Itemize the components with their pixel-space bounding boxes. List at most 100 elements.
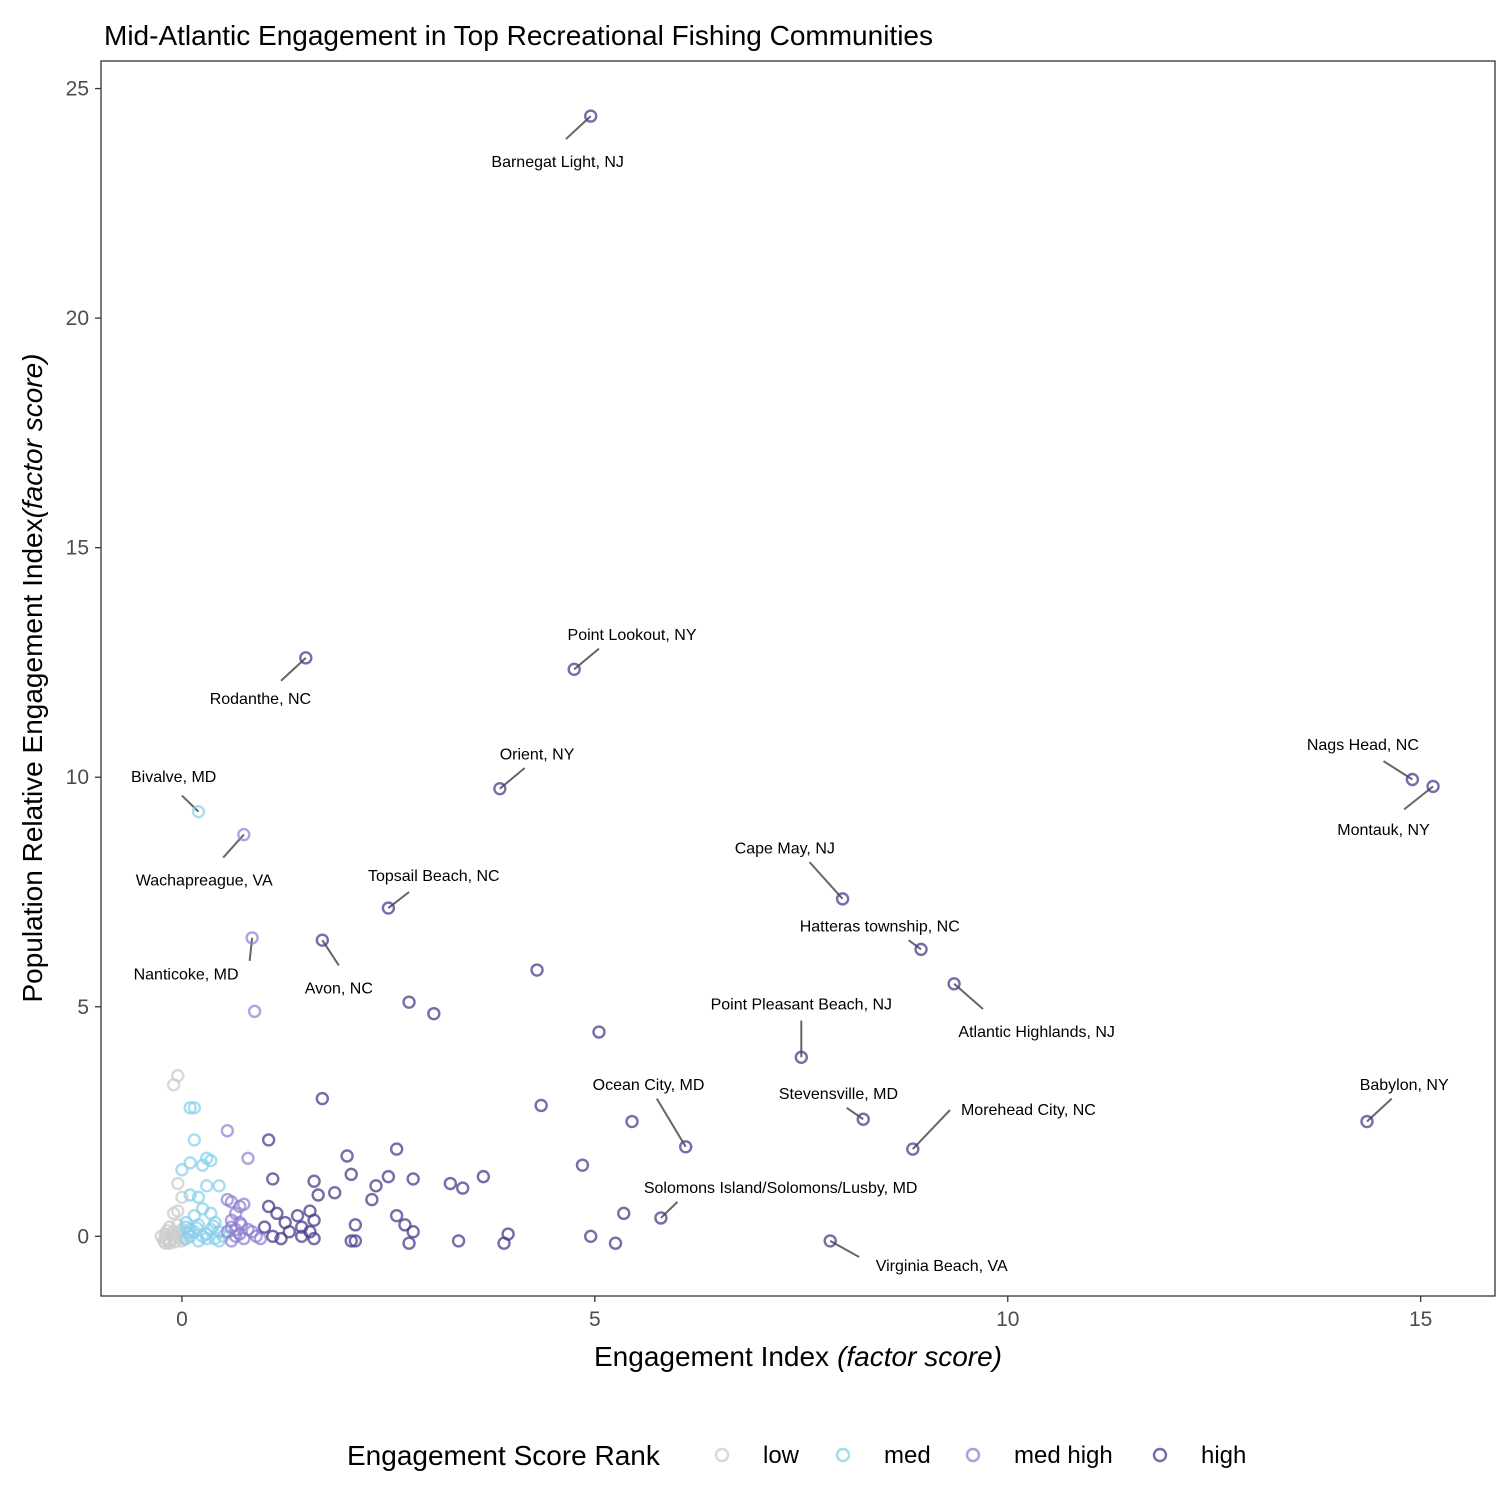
point-high [625, 1114, 639, 1129]
point-high [567, 662, 581, 677]
point-med-high [241, 1151, 255, 1165]
point-high [584, 1229, 598, 1244]
y-axis-title: Population Relative Engagement Index(fac… [17, 353, 48, 1002]
legend: Engagement Score Rank low med med high high [347, 1440, 1246, 1471]
point-high [389, 1142, 404, 1156]
point-high [608, 1236, 623, 1250]
annotation-label: Cape May, NJ [735, 840, 835, 857]
point-high [311, 1188, 325, 1202]
point-med [191, 804, 206, 819]
legend-label: high [1201, 1442, 1246, 1469]
point-high [402, 995, 416, 1009]
point-med-high [247, 1004, 262, 1019]
point-high [456, 1181, 470, 1195]
chart-title: Mid-Atlantic Engagement in Top Recreatio… [104, 20, 933, 51]
x-axis-title-main: Engagement Index [594, 1341, 829, 1372]
y-tick-label: 5 [77, 996, 89, 1019]
annotation-labels: Barnegat Light, NJ Point Lookout, NY Rodan… [131, 154, 1449, 1275]
legend-label: low [763, 1442, 800, 1469]
annotation-label: Morehead City, NC [961, 1102, 1096, 1119]
legend-key-med [835, 1447, 851, 1463]
annotation-label: Topsail Beach, NC [368, 868, 500, 885]
point-high [427, 1006, 441, 1021]
point-med [191, 1190, 206, 1204]
point-high [794, 1050, 809, 1064]
x-axis-ticks: 0 5 10 15 [176, 1296, 1432, 1331]
point-high [1405, 772, 1420, 787]
point-high [282, 1225, 296, 1239]
point-med [190, 1221, 204, 1235]
point-med [204, 1153, 218, 1168]
annotation-label: Barnegat Light, NJ [491, 154, 624, 171]
x-axis-title-italic: (factor score) [837, 1341, 1002, 1372]
annotation-label: Orient, NY [500, 746, 575, 763]
annotation-leader-line [912, 1109, 951, 1150]
annotation-leader-line [660, 1201, 679, 1219]
point-high [823, 1234, 837, 1248]
annotation-leader-line [181, 794, 200, 813]
point-high [406, 1172, 420, 1186]
point-low [171, 1176, 185, 1191]
x-tick-label: 15 [1409, 1308, 1432, 1331]
point-high [365, 1192, 379, 1207]
point-med-high [237, 1197, 251, 1211]
annotation-label: Wachapreague, VA [136, 873, 273, 890]
annotation-label: Montauk, NY [1337, 822, 1430, 839]
legend-key-med-high [965, 1447, 981, 1463]
point-med [212, 1179, 226, 1193]
point-high [402, 1236, 416, 1250]
legend-key-high [1152, 1447, 1168, 1463]
point-high [406, 1225, 420, 1239]
y-axis-title-main: Population Relative Engagement Index [17, 518, 48, 1002]
y-tick-label: 0 [77, 1225, 89, 1248]
point-med [183, 1101, 197, 1115]
point-high [299, 651, 313, 665]
point-high [266, 1229, 280, 1244]
annotation-leader-line [387, 891, 410, 909]
point-high [678, 1140, 693, 1154]
point-med [187, 1101, 202, 1115]
point-high [307, 1213, 321, 1227]
y-tick-label: 15 [66, 537, 89, 560]
point-low [171, 1204, 185, 1218]
point-high [381, 901, 396, 915]
annotation-label: Point Pleasant Beach, NJ [711, 996, 892, 1013]
y-tick-label: 25 [66, 78, 89, 101]
point-high [261, 1133, 276, 1147]
point-low [175, 1190, 189, 1204]
point-med-high [224, 1234, 239, 1248]
point-high [315, 933, 330, 947]
point-med [183, 1156, 197, 1170]
annotation-leader-line [248, 937, 254, 961]
point-high [274, 1231, 288, 1246]
point-high [381, 1169, 396, 1184]
annotation-label: Atlantic Highlands, NJ [958, 1024, 1115, 1041]
point-high [369, 1179, 383, 1193]
point-high [493, 781, 507, 796]
point-high [914, 942, 928, 957]
point-med [175, 1163, 189, 1177]
legend-title: Engagement Score Rank [347, 1440, 661, 1471]
point-high [443, 1176, 458, 1191]
point-low [171, 1068, 185, 1083]
point-high [307, 1231, 321, 1246]
point-high [328, 1186, 342, 1200]
annotation-label: Rodanthe, NC [210, 691, 311, 708]
point-high [261, 1199, 276, 1214]
y-axis-ticks: 0 5 10 15 20 25 [66, 78, 101, 1248]
point-med-high [220, 1124, 235, 1138]
legend-label: med high [1014, 1442, 1113, 1469]
y-tick-label: 20 [66, 307, 89, 330]
point-high [290, 1208, 305, 1223]
point-high [340, 1149, 354, 1163]
plot-panel-border [100, 60, 1496, 1297]
annotation-label: Babylon, NY [1360, 1077, 1449, 1094]
y-tick-label: 10 [66, 766, 89, 789]
point-high [344, 1234, 358, 1248]
x-tick-label: 0 [176, 1308, 188, 1331]
point-high [348, 1234, 363, 1248]
point-med-high [234, 1218, 249, 1232]
x-tick-label: 10 [996, 1308, 1019, 1331]
point-med-high [233, 1227, 247, 1241]
